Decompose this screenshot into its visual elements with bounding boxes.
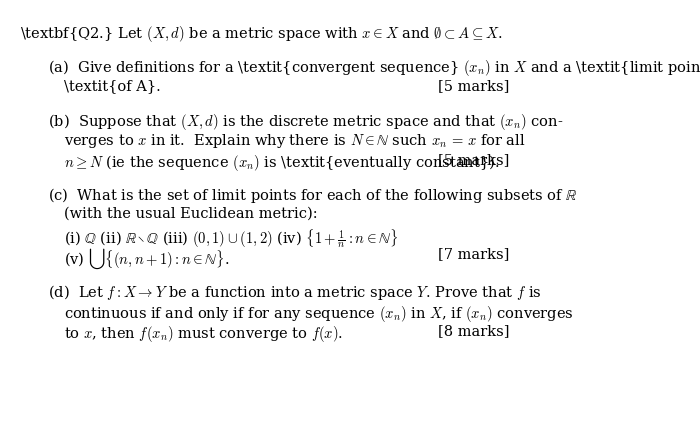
Text: to $x$, then $f(x_n)$ must converge to $f(x)$.: to $x$, then $f(x_n)$ must converge to $…	[64, 324, 343, 344]
Text: verges to $x$ in it.  Explain why there is $N\in\mathbb{N}$ such $x_n\,=\,x$ for: verges to $x$ in it. Explain why there i…	[64, 132, 526, 150]
Text: (a)  Give definitions for a \textit{convergent sequence} $(x_n)$ in $X$ and a \t: (a) Give definitions for a \textit{conve…	[48, 58, 700, 78]
Text: [7 marks]: [7 marks]	[438, 247, 510, 261]
Text: [5 marks]: [5 marks]	[438, 153, 510, 167]
Text: \textit{of A}.: \textit{of A}.	[64, 79, 161, 93]
Text: $n\geq N$ (ie the sequence $(x_n)$ is \textit{eventually constant}).: $n\geq N$ (ie the sequence $(x_n)$ is \t…	[64, 153, 499, 173]
Text: [8 marks]: [8 marks]	[438, 324, 510, 338]
Text: (c)  What is the set of limit points for each of the following subsets of $\math: (c) What is the set of limit points for …	[48, 186, 578, 205]
Text: (i) $\mathbb{Q}$ (ii) $\mathbb{R}\setminus\mathbb{Q}$ (iii) $(0,1)\cup(1,2)$ (iv: (i) $\mathbb{Q}$ (ii) $\mathbb{R}\setmin…	[64, 227, 398, 249]
Text: [5 marks]: [5 marks]	[438, 79, 510, 93]
Text: continuous if and only if for any sequence $(x_n)$ in $X$, if $(x_n)$ converges: continuous if and only if for any sequen…	[64, 303, 574, 324]
Text: (b)  Suppose that $(X,d)$ is the discrete metric space and that $(x_n)$ con-: (b) Suppose that $(X,d)$ is the discrete…	[48, 112, 564, 132]
Text: (v) $\bigcup\{(n,n+1):n\in\mathbb{N}\}$.: (v) $\bigcup\{(n,n+1):n\in\mathbb{N}\}$.	[64, 247, 230, 272]
Text: (with the usual Euclidean metric):: (with the usual Euclidean metric):	[64, 206, 318, 220]
Text: (d)  Let $f:X\rightarrow Y$ be a function into a metric space $Y$. Prove that $f: (d) Let $f:X\rightarrow Y$ be a function…	[48, 283, 542, 302]
Text: \textbf{Q2.} Let $(X,d)$ be a metric space with $x\in X$ and $\emptyset\subset A: \textbf{Q2.} Let $(X,d)$ be a metric spa…	[20, 24, 502, 44]
